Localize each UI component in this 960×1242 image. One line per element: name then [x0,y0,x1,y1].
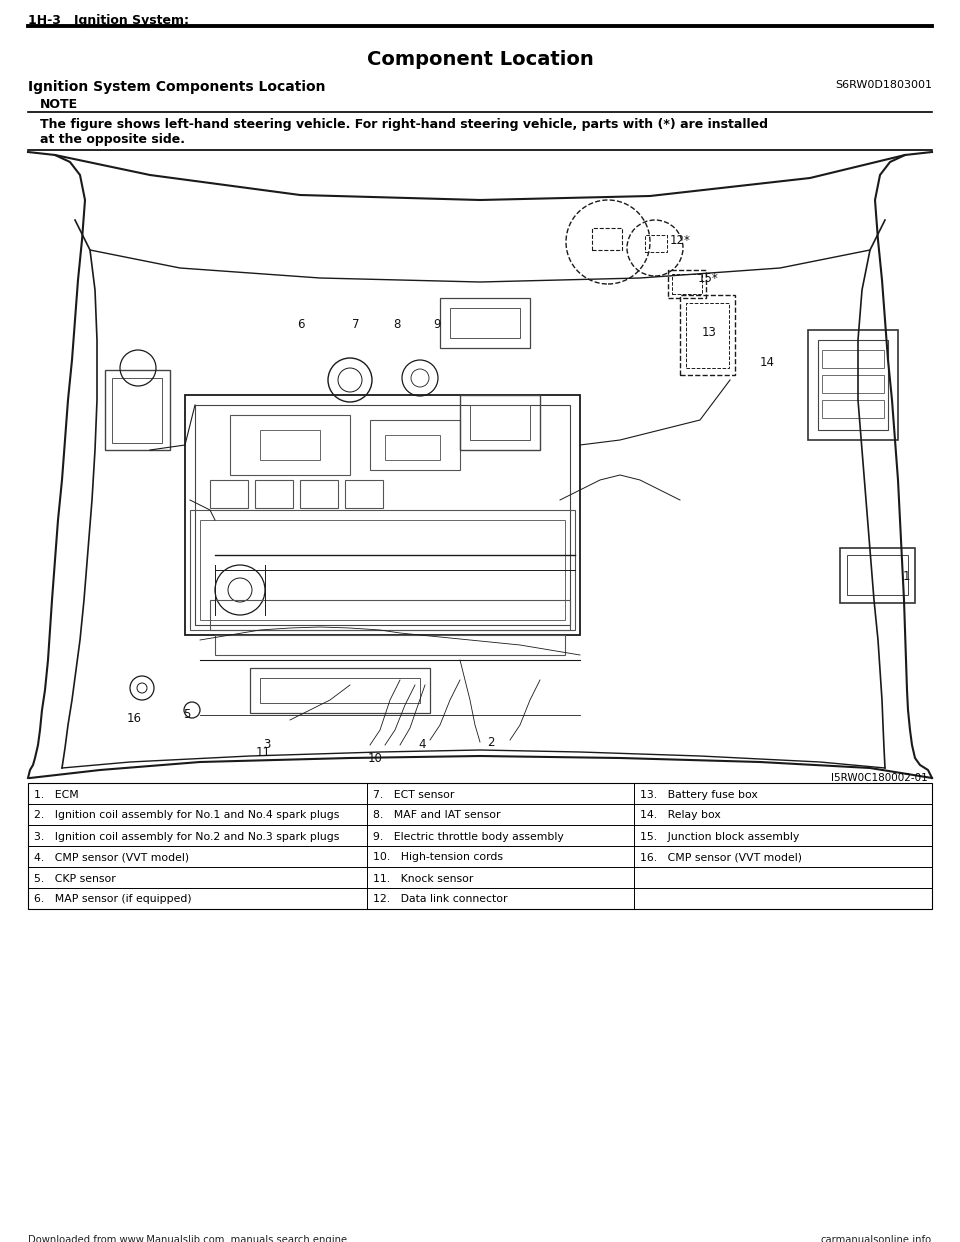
Bar [210,600,570,630]
Text: 1.   ECM: 1. ECM [34,790,79,800]
Text: 2.   Ignition coil assembly for No.1 and No.4 spark plugs: 2. Ignition coil assembly for No.1 and N… [34,811,340,821]
Bar [668,270,706,298]
Bar [215,635,565,655]
Text: 1: 1 [903,570,910,582]
Text: 15.   Junction block assembly: 15. Junction block assembly [639,831,799,842]
Bar [28,152,932,777]
Text: 9: 9 [433,318,441,332]
Text: 8.   MAF and IAT sensor: 8. MAF and IAT sensor [373,811,500,821]
Bar [847,555,908,595]
Bar [672,274,702,294]
Bar [645,235,667,252]
Bar [112,378,162,443]
Text: at the opposite side.: at the opposite side. [40,133,185,147]
Bar [345,479,383,508]
Bar [686,303,729,368]
Bar [822,375,884,392]
Text: 13.   Battery fuse box: 13. Battery fuse box [639,790,757,800]
Text: Component Location: Component Location [367,50,593,70]
Text: 10: 10 [368,751,383,765]
Text: 7: 7 [352,318,359,332]
Text: I5RW0C180002-01: I5RW0C180002-01 [831,773,928,782]
Bar [255,479,293,508]
Text: carmanualsonline.info: carmanualsonline.info [821,1235,932,1242]
Bar [260,678,420,703]
Bar [385,435,440,460]
Bar [250,668,430,713]
Bar [450,308,520,338]
Bar [190,510,575,630]
Text: 6: 6 [297,318,304,332]
Bar [818,340,888,430]
Text: 11.   Knock sensor: 11. Knock sensor [373,873,473,883]
Bar [185,395,580,635]
Text: 16.   CMP sensor (VVT model): 16. CMP sensor (VVT model) [639,852,802,862]
Bar [370,420,460,469]
Bar [195,405,570,625]
Text: 5.   CKP sensor: 5. CKP sensor [34,873,116,883]
Text: 7.   ECT sensor: 7. ECT sensor [373,790,454,800]
Bar [210,479,248,508]
Bar [28,782,932,909]
Bar [230,415,350,474]
Bar [592,229,622,250]
Text: The figure shows left-hand steering vehicle. For right-hand steering vehicle, pa: The figure shows left-hand steering vehi… [40,118,768,130]
Text: 14.   Relay box: 14. Relay box [639,811,720,821]
Bar [105,370,170,450]
Text: 5: 5 [183,708,190,722]
Text: 12.   Data link connector: 12. Data link connector [373,894,508,904]
Text: 4: 4 [418,739,425,751]
Text: 8: 8 [393,318,400,332]
Text: 15*: 15* [698,272,719,284]
Text: Downloaded from www.Manualslib.com  manuals search engine: Downloaded from www.Manualslib.com manua… [28,1235,348,1242]
Bar [822,400,884,419]
Bar [822,350,884,368]
Text: 9.   Electric throttle body assembly: 9. Electric throttle body assembly [373,831,564,842]
Bar [808,330,898,440]
Text: Ignition System Components Location: Ignition System Components Location [28,79,325,94]
Bar [260,430,320,460]
Bar [460,395,540,450]
Text: 12*: 12* [670,233,691,246]
Text: 4.   CMP sensor (VVT model): 4. CMP sensor (VVT model) [34,852,189,862]
Text: 3: 3 [263,739,271,751]
Text: S6RW0D1803001: S6RW0D1803001 [835,79,932,89]
Bar [200,520,565,620]
Text: 10.   High-tension cords: 10. High-tension cords [373,852,503,862]
Text: 13: 13 [702,325,717,339]
Text: 2: 2 [487,737,494,749]
Bar [300,479,338,508]
Bar [440,298,530,348]
Text: 11: 11 [256,745,271,759]
Text: 16: 16 [127,713,142,725]
Text: 3.   Ignition coil assembly for No.2 and No.3 spark plugs: 3. Ignition coil assembly for No.2 and N… [34,831,340,842]
Bar [840,548,915,604]
Text: 14: 14 [760,355,775,369]
Text: NOTE: NOTE [40,98,78,111]
Bar [680,296,735,375]
Text: 1H-3   Ignition System:: 1H-3 Ignition System: [28,14,189,27]
Bar [470,405,530,440]
Text: 6.   MAP sensor (if equipped): 6. MAP sensor (if equipped) [34,894,192,904]
